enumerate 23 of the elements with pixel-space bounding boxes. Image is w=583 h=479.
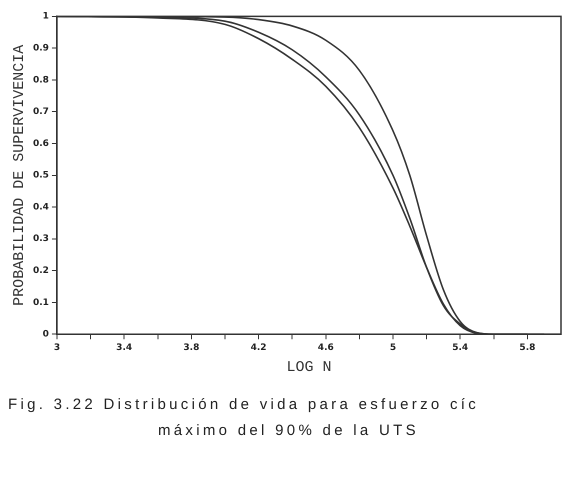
y-axis-title: PROBABILIDAD DE SUPERVIVENCIA: [10, 44, 28, 306]
y-tick-label: 0.6: [32, 138, 49, 149]
y-tick-label: 0.5: [32, 170, 49, 181]
y-tick-label: 1: [42, 12, 49, 22]
x-tick-label: 3.4: [116, 342, 132, 353]
caption: Fig. 3.22 Distribución de vida para esfuerzo cíc: [8, 395, 480, 415]
text: máximo del 90% de la UTS: [157, 421, 420, 441]
y-tick-label: 0.4: [32, 202, 49, 212]
y-tick-label: 0.9: [32, 44, 49, 54]
y-tick-label: 0.2: [32, 266, 49, 276]
x-tick-label: 4.6: [318, 342, 334, 353]
y-tick-label: 0.8: [32, 75, 49, 86]
x-tick-label: 3.8: [183, 342, 200, 353]
x-tick-label: 5: [390, 342, 396, 353]
y-tick-label: 0.7: [32, 107, 49, 118]
x-tick-label: 3: [54, 342, 60, 353]
x-tick-label: 4.2: [250, 342, 267, 353]
y-tick-label: 0: [42, 330, 49, 340]
y-tick-label: 0.1: [32, 298, 49, 308]
x-axis-title: LOG N: [286, 358, 332, 376]
x-tick-label: 5.8: [519, 342, 536, 353]
y-tick-label: 0.3: [32, 234, 49, 244]
x-tick-label: 5.4: [452, 342, 468, 353]
